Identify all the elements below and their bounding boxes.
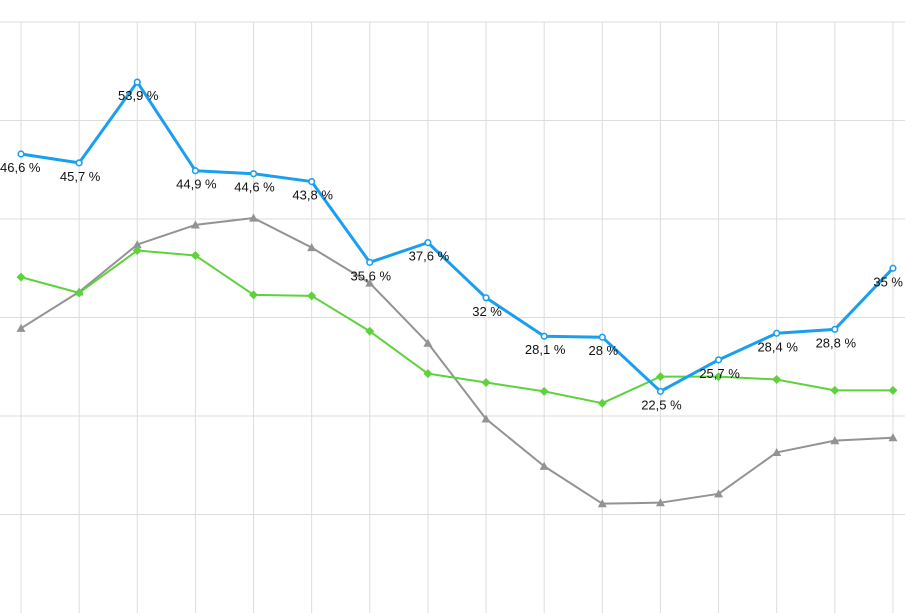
data-point bbox=[540, 332, 548, 340]
data-label: 28 % bbox=[588, 343, 618, 358]
data-point bbox=[365, 278, 375, 287]
data-point bbox=[888, 433, 898, 442]
data-point bbox=[74, 288, 84, 298]
series-line bbox=[20, 80, 895, 393]
data-point bbox=[249, 213, 259, 222]
data-point bbox=[714, 489, 724, 498]
data-point bbox=[830, 436, 840, 445]
data-point bbox=[655, 372, 665, 382]
data-label: 28,1 % bbox=[525, 342, 566, 357]
data-point bbox=[191, 167, 199, 175]
data-point bbox=[75, 159, 83, 167]
data-point bbox=[830, 385, 840, 395]
data-point bbox=[424, 239, 432, 247]
data-label: 28,4 % bbox=[757, 339, 798, 354]
data-point bbox=[597, 398, 607, 408]
data-label: 35,6 % bbox=[351, 268, 392, 283]
data-point bbox=[16, 272, 26, 282]
data-label: 45,7 % bbox=[60, 169, 101, 184]
data-point bbox=[481, 378, 491, 388]
data-point bbox=[772, 447, 782, 457]
data-label: 44,9 % bbox=[176, 177, 217, 192]
data-point bbox=[132, 246, 142, 256]
data-point bbox=[889, 264, 897, 272]
data-point bbox=[714, 372, 724, 382]
data-point bbox=[656, 387, 665, 395]
data-point bbox=[597, 499, 607, 508]
data-label: 25,7 % bbox=[699, 366, 740, 381]
data-point bbox=[190, 250, 200, 260]
data-label: 35 % bbox=[873, 274, 903, 289]
data-point bbox=[831, 325, 839, 333]
data-point bbox=[366, 258, 374, 266]
data-point bbox=[598, 333, 606, 341]
data-label: 28,8 % bbox=[816, 335, 857, 350]
data-point bbox=[133, 78, 141, 86]
data-label: 43,8 % bbox=[292, 188, 333, 203]
series-line bbox=[20, 249, 893, 405]
data-label: 53,9 % bbox=[118, 88, 159, 103]
data-point bbox=[16, 323, 26, 332]
data-point bbox=[772, 375, 782, 385]
data-point bbox=[308, 177, 316, 186]
data-labels: 46,6 % 45,7 % 53,9 % 44,9 % 44,6 % 43,8 % 35,6… bbox=[0, 88, 903, 412]
data-point bbox=[482, 294, 490, 302]
data-point bbox=[17, 150, 25, 158]
series-line bbox=[20, 217, 894, 505]
data-point bbox=[481, 414, 491, 423]
data-point bbox=[539, 461, 549, 470]
data-point bbox=[190, 220, 200, 229]
data-point bbox=[132, 240, 142, 249]
data-point bbox=[249, 170, 258, 178]
data-point bbox=[365, 326, 375, 336]
grid bbox=[0, 21, 905, 613]
data-point bbox=[307, 291, 317, 301]
data-point bbox=[539, 386, 549, 396]
data-label: 22,5 % bbox=[641, 397, 682, 412]
data-label: 44,6 % bbox=[234, 180, 275, 195]
data-label: 46,6 % bbox=[0, 160, 41, 175]
data-point bbox=[773, 329, 781, 337]
data-label: 32 % bbox=[472, 304, 502, 319]
data-point bbox=[423, 338, 433, 347]
data-point bbox=[423, 369, 433, 379]
data-point bbox=[655, 498, 665, 507]
data-point bbox=[888, 385, 898, 395]
data-point bbox=[714, 356, 723, 364]
series-layer bbox=[16, 78, 898, 508]
data-point bbox=[249, 290, 259, 300]
data-label: 37,6 % bbox=[409, 249, 450, 264]
data-point bbox=[307, 243, 317, 252]
